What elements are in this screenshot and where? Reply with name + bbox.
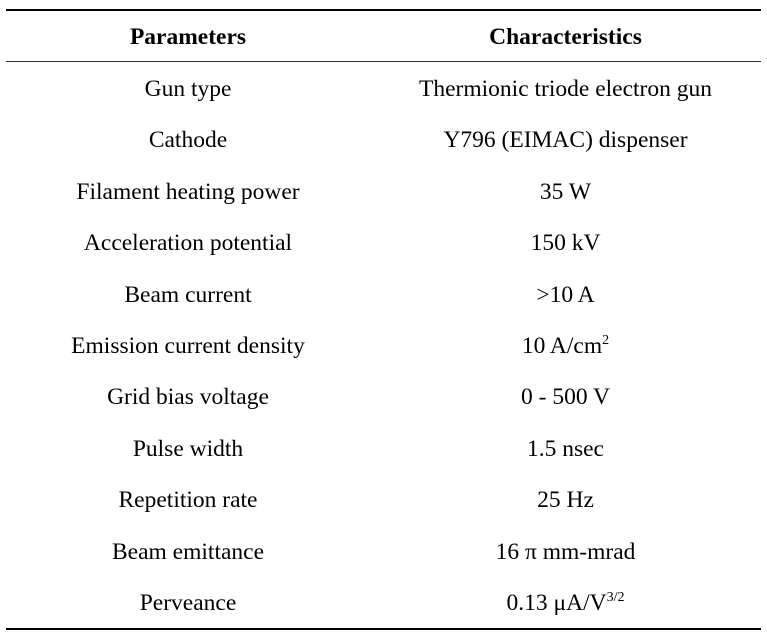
parameter-cell: Gun type: [144, 76, 232, 102]
value-text: 35 W: [539, 178, 592, 205]
header-characteristics: Characteristics: [489, 24, 642, 50]
value-cell: 35 W: [370, 179, 761, 206]
table-row: Perveance 0.13 μA/V3/2: [6, 578, 761, 629]
value-text: 0 - 500 V: [521, 384, 610, 411]
table-header-row: Parameters Characteristics: [6, 12, 761, 63]
value-text: 16 π mm-mrad: [495, 538, 636, 565]
table-row: Beam current >10 A: [6, 270, 761, 321]
table-header-rule: [6, 61, 761, 62]
table-row: Grid bias voltage 0 - 500 V: [6, 372, 761, 423]
parameter-cell: Perveance: [139, 590, 237, 616]
value-text: 10 A/cm: [521, 333, 603, 359]
value-cell: 150 kV: [370, 230, 761, 257]
parameter-cell: Beam emittance: [111, 538, 265, 565]
value-cell: Thermionic triode electron gun: [370, 76, 761, 103]
value-superscript: 3/2: [606, 590, 625, 605]
value-text: 150 kV: [530, 230, 601, 257]
value-text: Y796 (EIMAC) dispenser: [443, 127, 688, 154]
table-row: Gun type Thermionic triode electron gun: [6, 64, 761, 115]
value-text: Thermionic triode electron gun: [419, 76, 712, 102]
parameter-cell: Repetition rate: [118, 487, 258, 514]
parameter-cell: Emission current density: [71, 333, 305, 359]
table-row: Filament heating power 35 W: [6, 167, 761, 218]
parameter-cell: Pulse width: [132, 435, 244, 462]
parameter-cell: Cathode: [148, 127, 228, 154]
value-cell: 0 - 500 V: [370, 384, 761, 411]
table-row: Acceleration potential 150 kV: [6, 218, 761, 269]
parameter-cell: Beam current: [124, 281, 252, 308]
parameter-cell: Filament heating power: [76, 178, 300, 205]
table-top-rule: [6, 9, 761, 11]
value-text: >10 A: [536, 281, 595, 308]
value-cell: Y796 (EIMAC) dispenser: [370, 127, 761, 154]
value-cell: 16 π mm-mrad: [370, 539, 761, 566]
parameter-cell: Grid bias voltage: [107, 384, 269, 411]
value-superscript: 2: [602, 333, 610, 348]
parameter-cell: Acceleration potential: [83, 230, 293, 257]
value-cell: 0.13 μA/V3/2: [370, 590, 761, 617]
table-row: Beam emittance 16 π mm-mrad: [6, 527, 761, 578]
value-cell: 10 A/cm2: [370, 333, 761, 360]
value-text: 25 Hz: [537, 487, 594, 514]
header-parameters: Parameters: [129, 24, 247, 50]
value-text: 0.13 μA/V: [506, 590, 607, 616]
value-cell: 25 Hz: [370, 487, 761, 514]
value-cell: 1.5 nsec: [370, 436, 761, 463]
table-bottom-rule: [6, 628, 761, 630]
table-row: Cathode Y796 (EIMAC) dispenser: [6, 115, 761, 166]
table-row: Pulse width 1.5 nsec: [6, 424, 761, 475]
value-text: 1.5 nsec: [526, 435, 604, 462]
table-row: Repetition rate 25 Hz: [6, 475, 761, 526]
value-cell: >10 A: [370, 282, 761, 309]
table-row: Emission current density 10 A/cm2: [6, 321, 761, 372]
